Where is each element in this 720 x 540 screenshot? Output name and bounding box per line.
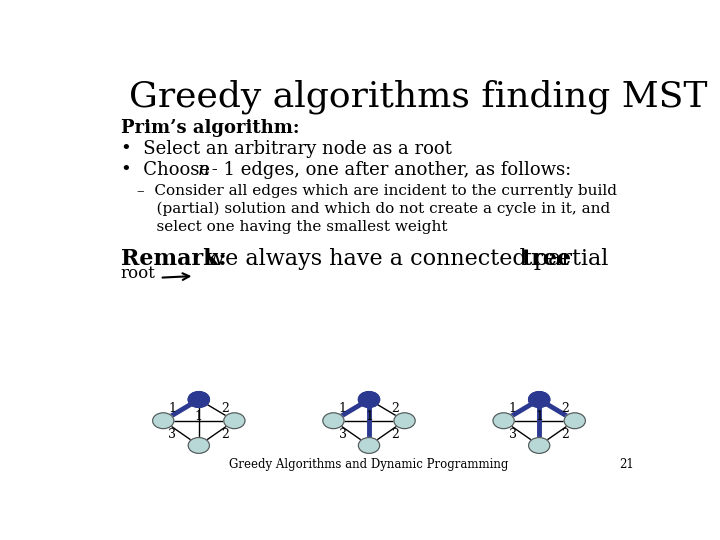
Text: n: n xyxy=(198,161,210,179)
Circle shape xyxy=(323,413,344,429)
Circle shape xyxy=(528,392,550,407)
Circle shape xyxy=(359,437,379,454)
Text: 1: 1 xyxy=(509,402,517,415)
Circle shape xyxy=(493,413,514,429)
Text: –  Consider all edges which are incident to the currently build: – Consider all edges which are incident … xyxy=(138,184,618,198)
Text: root: root xyxy=(121,265,156,282)
Circle shape xyxy=(564,413,585,429)
Text: 3: 3 xyxy=(338,428,346,441)
Circle shape xyxy=(188,437,210,454)
Text: •  Select an arbitrary node as a root: • Select an arbitrary node as a root xyxy=(121,140,451,158)
Text: Prim’s algorithm:: Prim’s algorithm: xyxy=(121,119,300,137)
Text: Greedy Algorithms and Dynamic Programming: Greedy Algorithms and Dynamic Programmin… xyxy=(229,458,509,471)
Circle shape xyxy=(359,392,379,407)
Text: 2: 2 xyxy=(562,428,570,441)
Text: •  Choose: • Choose xyxy=(121,161,215,179)
Text: Remark:: Remark: xyxy=(121,248,226,270)
Text: 1: 1 xyxy=(195,410,203,423)
Text: 2: 2 xyxy=(562,402,570,415)
Circle shape xyxy=(153,413,174,429)
Text: 2: 2 xyxy=(221,402,229,415)
Text: 1: 1 xyxy=(535,410,543,423)
Text: select one having the smallest weight: select one having the smallest weight xyxy=(138,220,448,234)
Text: 21: 21 xyxy=(619,458,634,471)
Text: tree: tree xyxy=(521,248,572,270)
Text: (partial) solution and which do not create a cycle in it, and: (partial) solution and which do not crea… xyxy=(138,202,611,217)
Text: 1: 1 xyxy=(168,402,176,415)
Text: Greedy algorithms finding MST: Greedy algorithms finding MST xyxy=(129,79,708,114)
Text: 3: 3 xyxy=(509,428,517,441)
Circle shape xyxy=(394,413,415,429)
Text: 1: 1 xyxy=(338,402,346,415)
Text: we always have a connected partial: we always have a connected partial xyxy=(199,248,616,270)
Circle shape xyxy=(528,437,550,454)
Text: 2: 2 xyxy=(221,428,229,441)
Text: - 1 edges, one after another, as follows:: - 1 edges, one after another, as follows… xyxy=(206,161,571,179)
Text: 3: 3 xyxy=(168,428,176,441)
Text: 2: 2 xyxy=(392,402,400,415)
Text: 1: 1 xyxy=(365,410,373,423)
Text: 2: 2 xyxy=(392,428,400,441)
Circle shape xyxy=(224,413,245,429)
Circle shape xyxy=(188,392,210,407)
